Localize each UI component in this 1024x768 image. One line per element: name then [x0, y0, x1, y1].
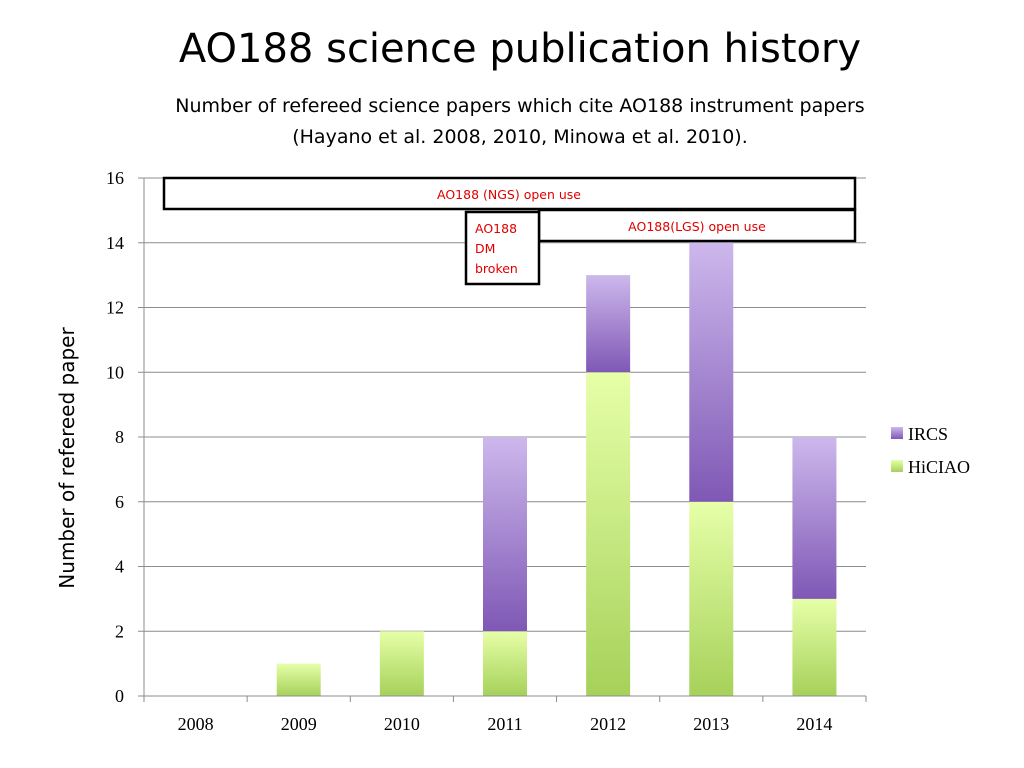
y-tick-label: 2	[115, 621, 124, 641]
legend-swatch-ircs	[891, 427, 903, 439]
bar-ircs-2011	[483, 437, 527, 632]
chart-title: AO188 science publication history	[178, 26, 862, 72]
annotation-dm-broken-line: broken	[475, 261, 518, 276]
annotation-dm-broken-box	[464, 210, 541, 286]
bars	[276, 242, 837, 696]
y-tick-label: 14	[106, 233, 124, 253]
annotations: AO188 (NGS) open use AO188(LGS) open use A…	[162, 176, 857, 286]
annotation-dm-broken-line: AO188	[475, 221, 517, 236]
x-tick-label: 2014	[796, 714, 832, 734]
legend-swatch-hiciao	[891, 460, 903, 472]
axes: 0 2 4 6 8 10 12 14 16 2008 2009 2010 2011 2012 2013 201…	[106, 168, 867, 734]
annotation-ngs-open-use-label: AO188 (NGS) open use	[437, 187, 581, 202]
bar-hiciao-2013	[689, 501, 734, 696]
x-tick-label: 2008	[178, 714, 214, 734]
legend: IRCS HiCIAO	[891, 424, 970, 477]
legend-label-hiciao: HiCIAO	[908, 457, 970, 477]
chart-subtitle-line-2: (Hayano et al. 2008, 2010, Minowa et al.…	[292, 126, 748, 148]
annotation-lgs-open-use-label: AO188(LGS) open use	[628, 219, 766, 234]
x-tick-label: 2009	[281, 714, 317, 734]
y-tick-label: 10	[106, 362, 124, 382]
y-tick-label: 8	[115, 427, 124, 447]
bar-hiciao-2014	[792, 598, 837, 696]
x-tick-label: 2010	[384, 714, 420, 734]
y-tick-label: 6	[115, 492, 124, 512]
bar-ircs-2013	[689, 242, 734, 502]
bar-ircs-2014	[792, 437, 837, 599]
y-tick-label: 16	[106, 168, 124, 188]
annotation-ngs-open-use-box	[162, 176, 857, 211]
bar-hiciao-2010	[379, 631, 424, 696]
annotation-dm-broken-label: AO188 DM broken	[475, 221, 518, 276]
bar-ircs-2012	[586, 275, 631, 373]
x-tick-label: 2013	[693, 714, 729, 734]
legend-label-ircs: IRCS	[908, 424, 948, 444]
x-tick-label: 2011	[487, 714, 522, 734]
bar-hiciao-2012	[586, 372, 631, 696]
bar-hiciao-2009	[276, 663, 321, 696]
y-tick-label: 12	[106, 298, 124, 318]
bar-hiciao-2011	[483, 631, 527, 696]
annotation-dm-broken-line: DM	[475, 241, 495, 256]
y-tick-label: 0	[115, 686, 124, 706]
x-tick-label: 2012	[590, 714, 626, 734]
y-axis-label: Number of refereed paper	[55, 327, 79, 589]
chart-subtitle-line-1: Number of refereed science papers which …	[175, 95, 865, 117]
y-tick-label: 4	[115, 557, 124, 577]
